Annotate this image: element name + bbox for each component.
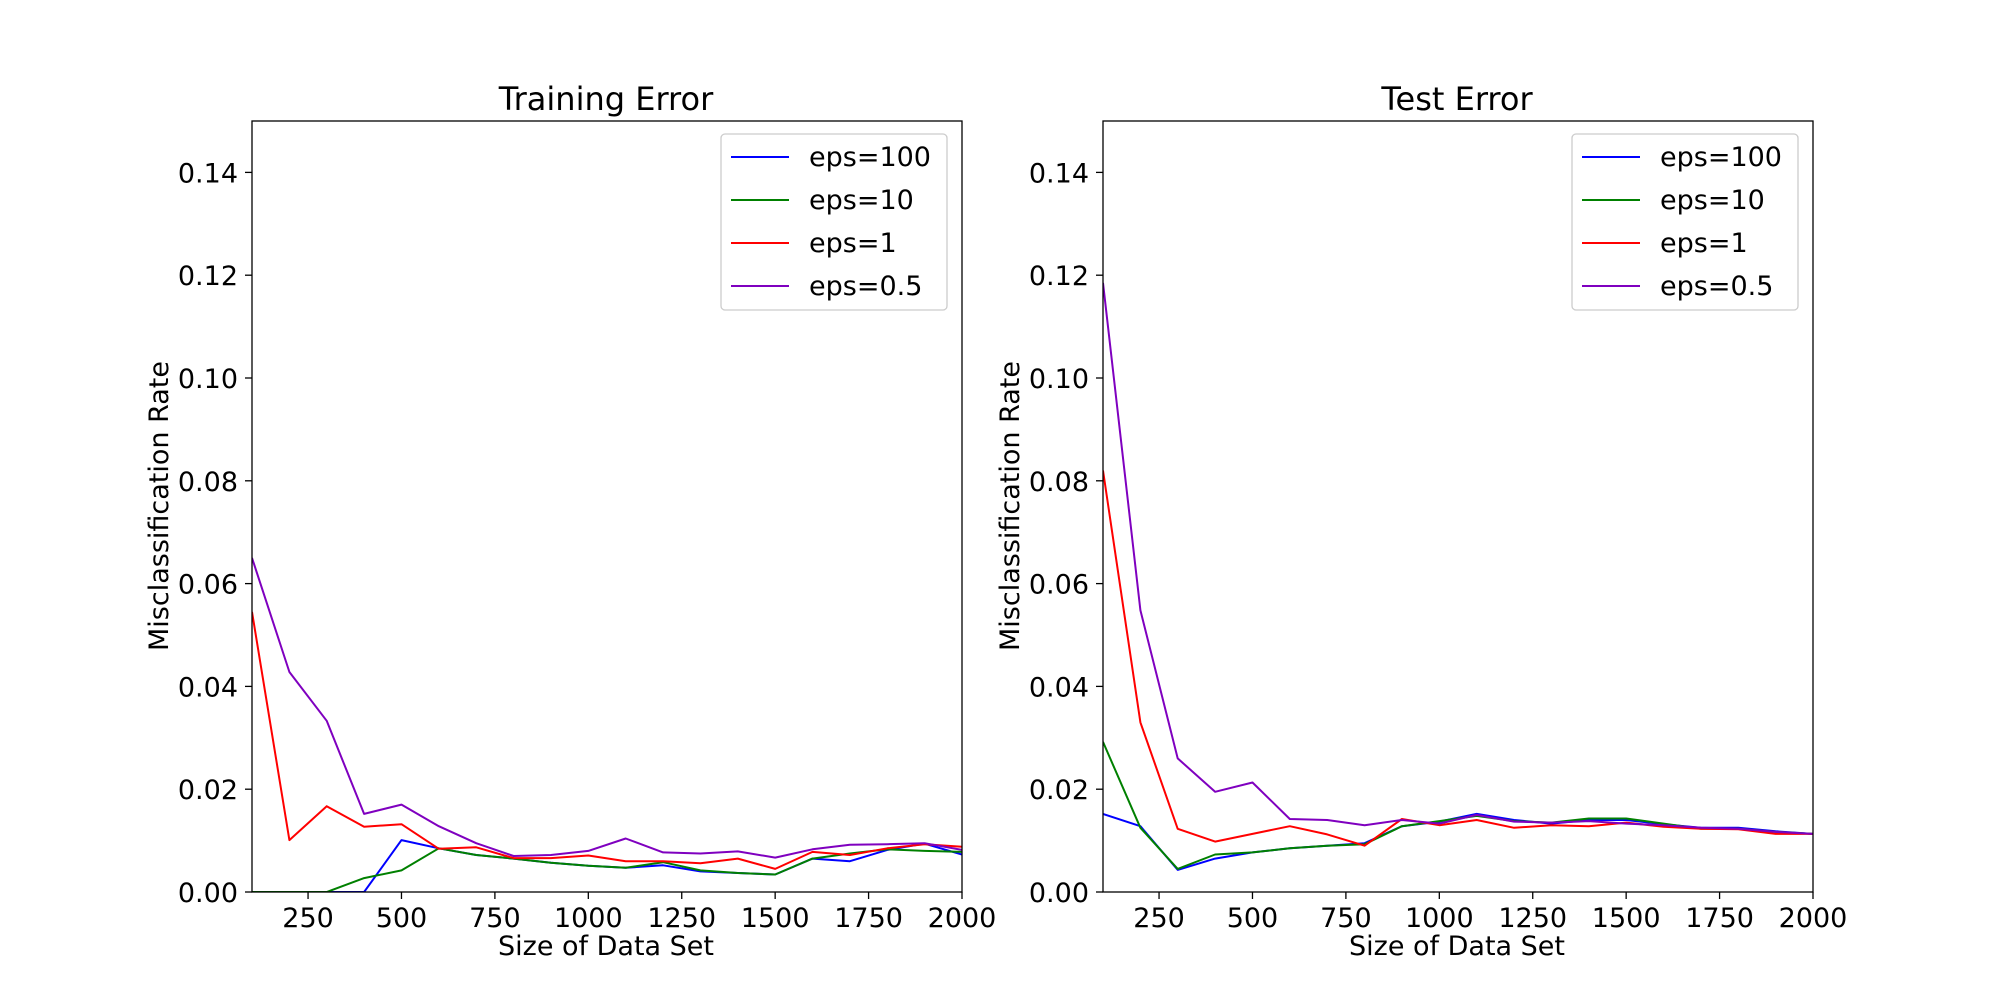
legend-label-eps05: eps=0.5: [809, 271, 922, 302]
legend-label-eps10: eps=10: [809, 185, 914, 216]
y-tick-label: 0.08: [1029, 467, 1089, 498]
x-axis-label: Size of Data Set: [498, 931, 714, 962]
y-tick-label: 0.12: [1029, 261, 1089, 292]
y-tick-label: 0.06: [178, 570, 238, 601]
training-error-plot: Training Error Size of Data Set Misclass…: [144, 80, 996, 962]
y-axis-label: Misclassification Rate: [995, 361, 1026, 651]
x-tick-label: 1000: [554, 903, 623, 934]
x-tick-label: 1250: [647, 903, 716, 934]
legend: eps=100 eps=10 eps=1 eps=0.5: [720, 133, 948, 311]
x-tick-label: 1500: [741, 903, 810, 934]
y-tick-label: 0.04: [1029, 672, 1089, 703]
x-tick-label: 750: [1320, 903, 1372, 934]
legend-label-eps1: eps=1: [1660, 228, 1748, 259]
plot-lines: [1103, 282, 1813, 871]
y-tick-label: 0.12: [178, 261, 238, 292]
x-tick-label: 2000: [928, 903, 997, 934]
y-tick-label: 0.02: [1029, 775, 1089, 806]
x-tick-label: 1000: [1405, 903, 1474, 934]
plot-frame: [251, 120, 963, 893]
legend-label-eps1: eps=1: [809, 228, 897, 259]
x-tick-label: 250: [282, 903, 334, 934]
y-tick-label: 0.10: [1029, 364, 1089, 395]
plot-frame: [1102, 120, 1814, 893]
legend-box: [1571, 133, 1799, 311]
y-tick-label: 0.08: [178, 467, 238, 498]
legend-label-eps100: eps=100: [809, 142, 931, 173]
x-tick-label: 1750: [1685, 903, 1754, 934]
x-tick-label: 2000: [1779, 903, 1848, 934]
y-tick-label: 0.00: [178, 878, 238, 909]
x-axis-label: Size of Data Set: [1349, 931, 1565, 962]
legend: eps=100 eps=10 eps=1 eps=0.5: [1571, 133, 1799, 311]
x-tick-label: 250: [1133, 903, 1185, 934]
x-tick-label: 1500: [1592, 903, 1661, 934]
legend-box: [720, 133, 948, 311]
y-tick-label: 0.06: [1029, 570, 1089, 601]
axis-ticks: 250 500 750 1000 1250 1500 1750 2000 0.00 0.02 0.0…: [1029, 158, 1847, 934]
y-tick-label: 0.00: [1029, 878, 1089, 909]
x-tick-label: 500: [376, 903, 428, 934]
legend-label-eps100: eps=100: [1660, 142, 1782, 173]
y-tick-label: 0.02: [178, 775, 238, 806]
legend-label-eps05: eps=0.5: [1660, 271, 1773, 302]
plot-lines: [252, 557, 962, 892]
x-tick-label: 750: [469, 903, 521, 934]
y-tick-label: 0.10: [178, 364, 238, 395]
series-line-eps-0-5: [252, 557, 962, 859]
y-tick-label: 0.14: [178, 158, 238, 189]
x-tick-label: 1750: [834, 903, 903, 934]
plot-title: Test Error: [1380, 80, 1533, 118]
y-tick-label: 0.14: [1029, 158, 1089, 189]
x-tick-label: 500: [1227, 903, 1279, 934]
x-tick-label: 1250: [1498, 903, 1567, 934]
y-tick-label: 0.04: [178, 672, 238, 703]
plot-title: Training Error: [498, 80, 714, 118]
series-line-eps-0-5: [1103, 282, 1813, 835]
y-axis-label: Misclassification Rate: [144, 361, 175, 651]
series-line-eps-1: [252, 611, 962, 870]
legend-label-eps10: eps=10: [1660, 185, 1765, 216]
series-line-eps-1: [1103, 470, 1813, 847]
test-error-plot: Test Error Size of Data Set Misclassific…: [995, 80, 1847, 962]
axis-ticks: 250 500 750 1000 1250 1500 1750 2000 0.00 0.02 0.0…: [178, 158, 996, 934]
